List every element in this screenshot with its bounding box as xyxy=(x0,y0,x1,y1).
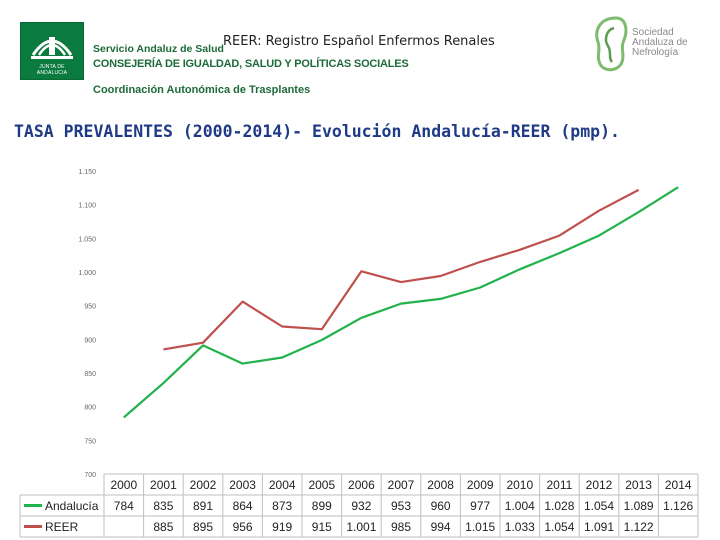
data-label: 899 xyxy=(312,499,332,513)
org-line-sas: Servicio Andaluz de Salud xyxy=(93,43,224,55)
sen-name-line3: Nefrología xyxy=(632,47,679,58)
data-label: 919 xyxy=(272,520,292,534)
y-tick-label: 900 xyxy=(84,337,96,344)
kidney-icon xyxy=(595,16,628,72)
x-tick-label: 2014 xyxy=(665,478,692,492)
x-tick-label: 2013 xyxy=(625,478,652,492)
data-label: 1.004 xyxy=(505,499,535,513)
data-label: 994 xyxy=(431,520,451,534)
reer-title: REER: Registro Español Enfermos Renales xyxy=(223,34,495,49)
sen-name-line1: Sociedad xyxy=(632,27,674,38)
x-tick-label: 2004 xyxy=(269,478,296,492)
y-tick-label: 1.100 xyxy=(78,203,96,210)
data-label: 1.054 xyxy=(584,499,614,513)
x-tick-label: 2011 xyxy=(546,478,572,492)
org-line-consejeria: CONSEJERÍA DE IGUALDAD, SALUD Y POLÍTICA… xyxy=(93,58,409,70)
data-label: 932 xyxy=(351,499,371,513)
x-tick-label: 2003 xyxy=(229,478,256,492)
x-tick-label: 2002 xyxy=(190,478,217,492)
data-label: 1.033 xyxy=(505,520,535,534)
data-label: 1.122 xyxy=(624,520,654,534)
data-label: 1.028 xyxy=(544,499,574,513)
x-tick-label: 2009 xyxy=(467,478,494,492)
data-label: 1.015 xyxy=(465,520,495,534)
sen-name: Sociedad Andaluza de Nefrología xyxy=(632,28,688,58)
y-tick-label: 1.050 xyxy=(78,236,96,243)
data-label: 885 xyxy=(153,520,173,534)
data-label: 864 xyxy=(233,499,253,513)
series-line-andalucía xyxy=(123,186,679,419)
y-tick-label: 1.000 xyxy=(78,270,96,277)
x-tick-label: 2000 xyxy=(110,478,137,492)
data-label: 1.054 xyxy=(544,520,574,534)
data-label: 835 xyxy=(153,499,173,513)
data-label: 784 xyxy=(114,499,134,513)
data-label: 956 xyxy=(233,520,253,534)
data-label: 985 xyxy=(391,520,411,534)
y-tick-label: 850 xyxy=(84,371,96,378)
y-tick-label: 950 xyxy=(84,304,96,311)
y-tick-label: 700 xyxy=(84,472,96,479)
data-label: 915 xyxy=(312,520,332,534)
org-line-coordinacion: Coordinación Autonómica de Trasplantes xyxy=(93,84,311,96)
header: JUNTA DE ANDALUCIA Servicio Andaluz de S… xyxy=(0,0,720,110)
data-label: 977 xyxy=(470,499,490,513)
chart-title: TASA PREVALENTES (2000-2014)- Evolución … xyxy=(14,122,620,141)
data-label: 895 xyxy=(193,520,213,534)
data-label: 960 xyxy=(431,499,451,513)
x-tick-label: 2010 xyxy=(506,478,533,492)
data-label: 1.089 xyxy=(624,499,654,513)
y-tick-label: 1.150 xyxy=(78,169,96,176)
x-tick-label: 2007 xyxy=(388,478,415,492)
data-label: 1.091 xyxy=(584,520,614,534)
data-label: 873 xyxy=(272,499,292,513)
x-tick-label: 2005 xyxy=(308,478,335,492)
data-label: 953 xyxy=(391,499,411,513)
series-line-reer xyxy=(163,188,640,351)
y-tick-label: 800 xyxy=(84,405,96,412)
data-label: 1.001 xyxy=(346,520,376,534)
junta-emblem-icon xyxy=(31,37,73,59)
junta-logo-text: JUNTA DE ANDALUCIA xyxy=(36,64,68,76)
legend-label: Andalucía xyxy=(45,499,99,513)
x-tick-label: 2001 xyxy=(150,478,177,492)
data-label: 891 xyxy=(193,499,213,513)
legend-label: REER xyxy=(45,520,79,534)
x-tick-label: 2008 xyxy=(427,478,454,492)
x-tick-label: 2012 xyxy=(586,478,613,492)
junta-andalucia-logo: JUNTA DE ANDALUCIA xyxy=(20,22,84,80)
sen-logo: Sociedad Andaluza de Nefrología xyxy=(590,14,710,74)
sen-name-line2: Andaluza de xyxy=(632,37,688,48)
x-tick-label: 2006 xyxy=(348,478,375,492)
data-label: 1.126 xyxy=(663,499,693,513)
y-tick-label: 750 xyxy=(84,438,96,445)
